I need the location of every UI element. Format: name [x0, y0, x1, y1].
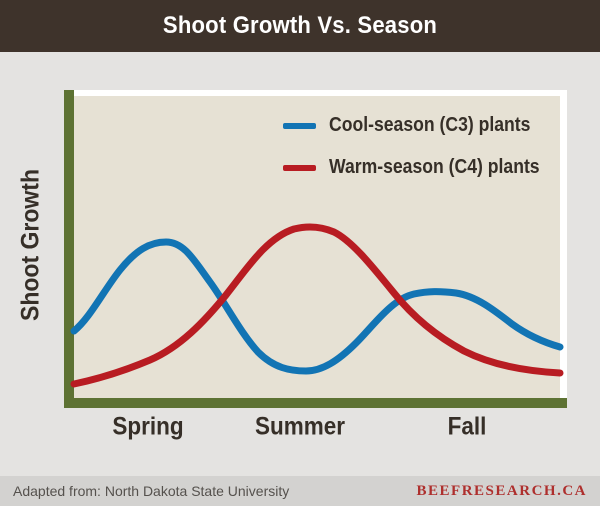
- x-tick-summer: Summer: [254, 412, 346, 441]
- x-tick-fall: Fall: [447, 412, 487, 441]
- legend-item-warm-season: Warm-season (C4) plants: [283, 154, 568, 181]
- y-axis-bar: [64, 90, 74, 408]
- title-bar: Shoot Growth Vs. Season: [0, 0, 600, 52]
- footer-bar: Adapted from: North Dakota State Univers…: [0, 476, 600, 506]
- legend: Cool-season (C3) plants Warm-season (C4)…: [283, 112, 568, 196]
- legend-label-warm-season: Warm-season (C4) plants: [329, 156, 540, 178]
- warm-season-swatch-icon: [283, 164, 316, 171]
- legend-label-cool-season: Cool-season (C3) plants: [329, 114, 531, 136]
- legend-item-cool-season: Cool-season (C3) plants: [283, 112, 568, 139]
- source-attribution: Adapted from: North Dakota State Univers…: [13, 483, 290, 499]
- cool-season-swatch-icon: [283, 122, 316, 129]
- chart-title: Shoot Growth Vs. Season: [162, 12, 438, 39]
- x-axis-bar: [64, 398, 567, 408]
- y-axis-label: Shoot Growth: [16, 168, 45, 322]
- x-tick-spring: Spring: [112, 412, 184, 441]
- brand-wordmark: BEEFRESEARCH.CA: [416, 482, 587, 499]
